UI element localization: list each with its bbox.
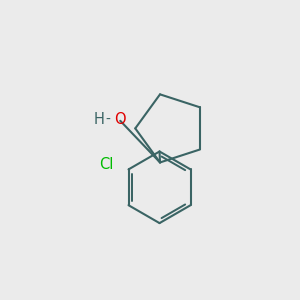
- Text: Cl: Cl: [99, 157, 114, 172]
- Text: O: O: [114, 112, 125, 127]
- Text: -: -: [105, 112, 110, 127]
- Text: H: H: [93, 112, 104, 127]
